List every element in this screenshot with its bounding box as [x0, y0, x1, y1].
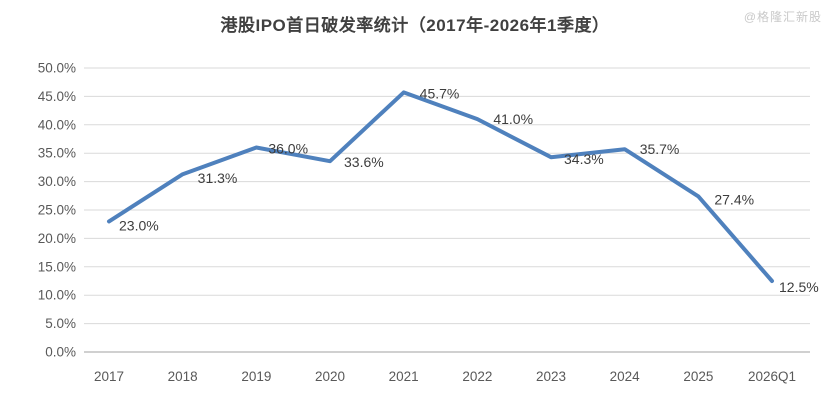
data-label: 23.0%: [119, 217, 159, 233]
y-tick-label: 30.0%: [38, 174, 76, 189]
y-tick-label: 10.0%: [38, 288, 76, 303]
y-tick-label: 20.0%: [38, 231, 76, 246]
x-tick-label: 2017: [94, 369, 124, 384]
x-tick-label: 2026Q1: [748, 369, 796, 384]
watermark: @格隆汇新股: [743, 10, 822, 24]
data-label: 45.7%: [420, 85, 460, 101]
x-tick-label: 2023: [536, 369, 566, 384]
x-tick-label: 2022: [462, 369, 492, 384]
x-tick-label: 2018: [168, 369, 198, 384]
x-tick-label: 2019: [241, 369, 271, 384]
y-tick-label: 40.0%: [38, 117, 76, 132]
y-tick-label: 5.0%: [45, 316, 76, 331]
x-tick-label: 2024: [610, 369, 641, 384]
y-tick-label: 45.0%: [38, 89, 76, 104]
data-label: 27.4%: [714, 191, 754, 207]
y-tick-label: 0.0%: [45, 345, 76, 360]
data-label: 41.0%: [493, 111, 533, 127]
data-label: 34.3%: [564, 151, 604, 167]
chart-title: 港股IPO首日破发率统计（2017年-2026年1季度）: [220, 16, 610, 35]
series-line: [107, 90, 774, 283]
y-tick-label: 25.0%: [38, 203, 76, 218]
x-tick-label: 2020: [315, 369, 345, 384]
data-label: 36.0%: [268, 141, 308, 157]
y-tick-label: 50.0%: [38, 61, 76, 76]
x-tick-label: 2021: [389, 369, 419, 384]
y-tick-label: 15.0%: [38, 259, 76, 274]
y-tick-label: 35.0%: [38, 146, 76, 161]
x-tick-label: 2025: [683, 369, 713, 384]
data-label: 12.5%: [779, 279, 819, 295]
data-label: 31.3%: [198, 170, 238, 186]
data-label: 35.7%: [640, 141, 680, 157]
data-label: 33.6%: [344, 154, 384, 170]
